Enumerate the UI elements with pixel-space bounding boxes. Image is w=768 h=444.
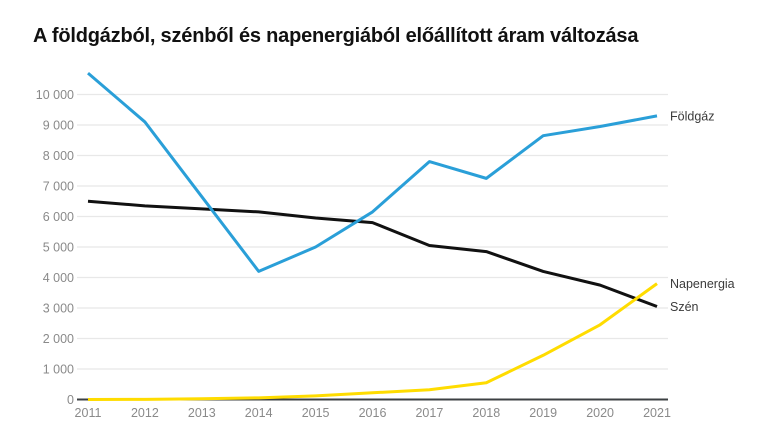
chart-title: A földgázból, szénből és napenergiából e… — [33, 25, 639, 47]
x-tick-label-2017: 2017 — [415, 406, 443, 420]
x-tick-label-2012: 2012 — [131, 406, 159, 420]
x-tick-label-2019: 2019 — [529, 406, 557, 420]
y-tick-label-5000: 5 000 — [43, 241, 74, 255]
y-tick-label-7000: 7 000 — [43, 180, 74, 194]
x-tick-label-2020: 2020 — [586, 406, 614, 420]
y-tick-label-1000: 1 000 — [43, 363, 74, 377]
series-label-foldgaz: Földgáz — [670, 109, 714, 123]
y-tick-label-0: 0 — [67, 393, 74, 407]
y-tick-label-3000: 3 000 — [43, 302, 74, 316]
x-tick-label-2021: 2021 — [643, 406, 671, 420]
y-tick-label-6000: 6 000 — [43, 210, 74, 224]
x-tick-label-2013: 2013 — [188, 406, 216, 420]
y-tick-label-8000: 8 000 — [43, 149, 74, 163]
y-tick-label-4000: 4 000 — [43, 271, 74, 285]
series-label-szen: Szén — [670, 300, 699, 314]
y-tick-label-9000: 9 000 — [43, 119, 74, 133]
series-line-napenergia — [87, 282, 658, 401]
series-label-napenergia: Napenergia — [670, 277, 735, 291]
y-tick-label-2000: 2 000 — [43, 332, 74, 346]
x-tick-label-2016: 2016 — [359, 406, 387, 420]
x-tick-label-2015: 2015 — [302, 406, 330, 420]
x-tick-label-2014: 2014 — [245, 406, 273, 420]
series-line-foldgaz — [87, 72, 658, 273]
y-tick-label-10000: 10 000 — [36, 88, 74, 102]
series-line-szen — [87, 199, 658, 308]
x-tick-label-2011: 2011 — [75, 406, 102, 420]
x-tick-label-2018: 2018 — [472, 406, 500, 420]
